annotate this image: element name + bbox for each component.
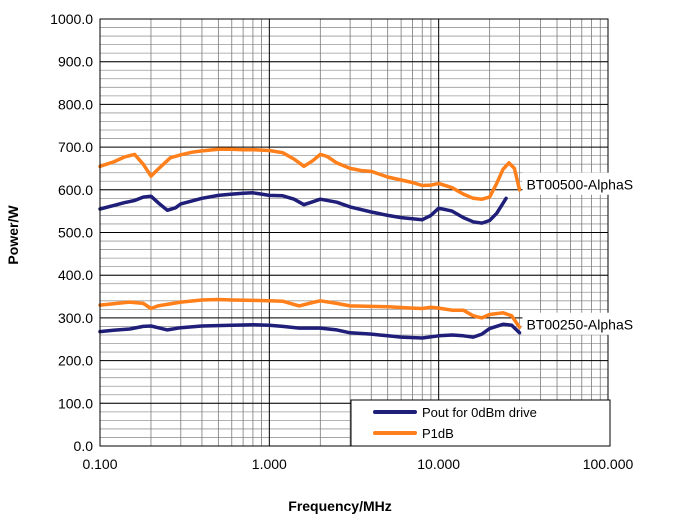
- x-tick-labels: 0.100 1.000 10.000 100.000: [82, 456, 633, 472]
- annotation-label: BT00250-AlphaS: [526, 317, 633, 333]
- y-tick-label: 900.0: [58, 54, 93, 70]
- series-line-p1db-bt00500-alphas: [98, 147, 522, 201]
- y-tick-label: 500.0: [58, 225, 93, 241]
- y-tick-label: 1000.0: [50, 11, 93, 27]
- x-tick-label: 1.000: [252, 456, 287, 472]
- x-tick-label: 0.100: [82, 456, 117, 472]
- y-axis-title: Power/W: [5, 205, 21, 265]
- legend-label-pout: Pout for 0dBm drive: [422, 405, 537, 420]
- y-tick-label: 100.0: [58, 395, 93, 411]
- y-tick-label: 300.0: [58, 310, 93, 326]
- y-tick-label: 400.0: [58, 267, 93, 283]
- annotation-box: [522, 312, 675, 335]
- x-tick-label: 100.000: [583, 456, 634, 472]
- legend: Pout for 0dBm drive P1dB: [350, 399, 611, 447]
- annotation-box: [522, 172, 675, 195]
- y-tick-label: 700.0: [58, 139, 93, 155]
- series-layer: [98, 147, 522, 340]
- y-tick-label: 600.0: [58, 182, 93, 198]
- y-tick-label: 800.0: [58, 96, 93, 112]
- y-tick-label: 200.0: [58, 353, 93, 369]
- series-line-pout-bt00500-alphas: [98, 191, 508, 225]
- annotations: BT00500-AlphaS BT00250-AlphaS: [522, 172, 675, 335]
- series-line-pout-bt00250-alphas: [98, 322, 522, 340]
- annotation-label: BT00500-AlphaS: [526, 177, 633, 193]
- legend-label-p1db: P1dB: [422, 426, 454, 441]
- y-tick-label: 0.0: [74, 438, 94, 454]
- legend-box: [350, 399, 611, 447]
- x-tick-label: 10.000: [417, 456, 460, 472]
- x-axis-title: Frequency/MHz: [288, 498, 391, 514]
- y-tick-labels: 0.0 100.0 200.0 300.0 400.0 500.0 600.0 700.0 80…: [50, 11, 93, 454]
- series-line-p1db-bt00250-alphas: [98, 297, 522, 330]
